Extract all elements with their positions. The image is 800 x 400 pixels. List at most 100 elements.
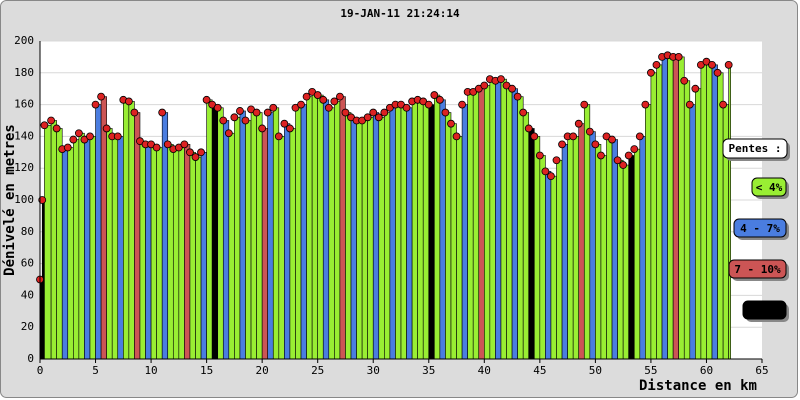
slope-bar — [484, 85, 491, 360]
slope-bar — [234, 117, 241, 360]
slope-bar — [245, 120, 252, 360]
slope-bar — [334, 101, 341, 360]
x-tick-label: 40 — [478, 364, 491, 377]
slope-bar — [517, 96, 524, 360]
elevation-point — [574, 119, 583, 128]
y-tick-label: 180 — [14, 66, 34, 79]
elevation-point — [608, 135, 616, 144]
elevation-point — [635, 132, 644, 141]
slope-bar — [367, 117, 374, 360]
slope-bar — [528, 128, 535, 360]
slope-bar — [450, 123, 457, 360]
slope-bar — [256, 112, 263, 360]
elevation-point — [374, 113, 383, 122]
elevation-point — [230, 113, 239, 122]
elevation-point — [569, 132, 578, 141]
slope-bar — [300, 104, 307, 360]
slope-bar — [356, 120, 363, 360]
legend-swatch — [728, 259, 787, 279]
elevation-point — [336, 92, 344, 101]
elevation-point — [191, 153, 200, 161]
slope-bar — [389, 107, 396, 360]
slope-bar — [695, 88, 702, 360]
slope-bar — [322, 99, 330, 360]
elevation-point — [113, 132, 122, 141]
slope-bar — [689, 104, 696, 360]
chart-title: 19-JAN-11 21:24:14 — [340, 7, 460, 20]
y-tick-label: 80 — [21, 225, 34, 238]
legend-swatch — [742, 300, 787, 320]
elevation-point — [302, 92, 311, 101]
slope-bar — [272, 107, 280, 360]
elevation-point — [713, 68, 722, 77]
slope-bar — [395, 104, 402, 360]
slope-bar — [595, 144, 602, 360]
slope-bar — [50, 120, 57, 360]
elevation-point — [708, 60, 716, 69]
slope-bar — [645, 104, 652, 360]
elevation-point — [624, 151, 633, 160]
slope-bar — [111, 136, 119, 360]
elevation-point — [252, 108, 261, 117]
elevation-point — [580, 100, 589, 109]
slope-bar — [345, 112, 352, 360]
y-tick-label: 0 — [27, 352, 34, 365]
slope-bar — [239, 110, 246, 360]
slope-bar — [295, 107, 302, 360]
y-tick-label: 40 — [21, 288, 34, 301]
slope-bar — [489, 78, 496, 360]
slope-bar — [522, 112, 530, 360]
x-tick-label: 20 — [256, 364, 269, 377]
slope-bar — [350, 117, 357, 360]
slope-bar — [467, 91, 474, 360]
elevation-point — [685, 100, 694, 109]
elevation-point — [152, 143, 161, 152]
x-tick-label: 5 — [92, 364, 99, 377]
x-tick-label: 60 — [700, 364, 713, 377]
x-tick-label: 35 — [422, 364, 435, 377]
slope-bar — [78, 132, 85, 360]
elevation-point — [130, 108, 139, 117]
elevation-point — [313, 91, 322, 99]
slope-bar — [545, 171, 552, 360]
elevation-point — [324, 103, 333, 112]
slope-bar — [456, 136, 463, 360]
elevation-point — [102, 124, 111, 133]
elevation-point — [280, 119, 289, 128]
slope-bar — [561, 144, 568, 360]
elevation-point — [552, 156, 561, 165]
slope-bar — [661, 56, 668, 360]
elevation-point — [319, 95, 328, 104]
slope-bar — [167, 144, 174, 360]
slope-bar — [667, 55, 674, 360]
slope-bar — [195, 156, 202, 360]
slope-bar — [161, 112, 169, 360]
elevation-point — [297, 100, 305, 109]
elevation-point — [186, 148, 194, 157]
elevation-point — [219, 116, 228, 125]
slope-bar — [400, 104, 407, 360]
slope-bar — [311, 91, 318, 360]
legend-swatch — [751, 177, 787, 197]
legend-label: 4 - 7% — [740, 222, 780, 235]
elevation-point — [558, 140, 566, 149]
slope-bar — [417, 99, 424, 360]
elevation-point — [497, 75, 505, 84]
elevation-point — [158, 108, 167, 117]
slope-bar — [406, 107, 413, 360]
elevation-point — [719, 100, 728, 109]
elevation-point — [647, 68, 655, 77]
slope-bar — [728, 64, 731, 360]
slope-bar — [61, 148, 69, 360]
legend-title: Pentes : — [729, 142, 782, 155]
slope-bar — [56, 128, 63, 360]
legend-title-box — [722, 138, 788, 159]
slope-bar — [261, 128, 269, 360]
slope-bar — [44, 124, 52, 360]
slope-bar — [95, 104, 102, 360]
elevation-point — [513, 92, 522, 101]
slope-bar — [134, 112, 141, 360]
slope-bar — [589, 131, 596, 360]
slope-bar — [200, 152, 207, 360]
elevation-point — [202, 95, 211, 104]
